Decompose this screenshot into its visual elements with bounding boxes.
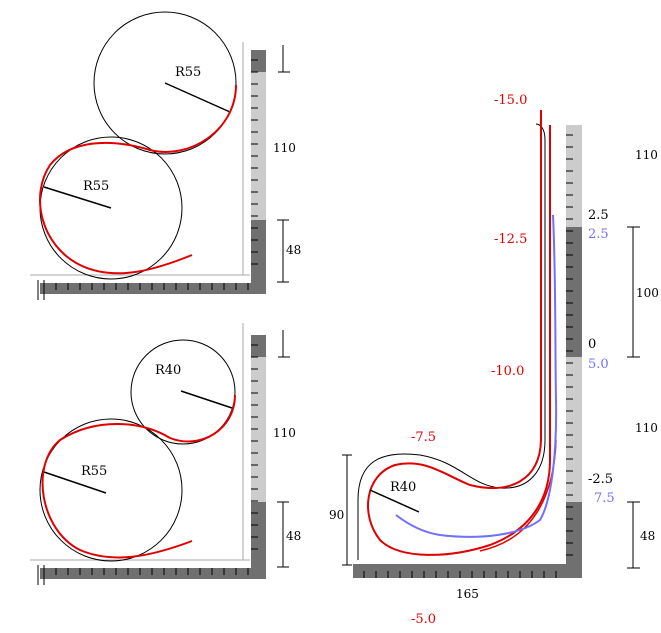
dimension-lines xyxy=(342,226,640,569)
dimension-lines xyxy=(277,330,290,568)
dimension-upper: 110 xyxy=(273,426,296,440)
ruler-dark xyxy=(566,227,582,357)
dimension-lower: 48 xyxy=(286,529,301,543)
radius-label: R40 xyxy=(390,480,416,495)
ruler-light xyxy=(566,357,582,502)
blue-value: 5.0 xyxy=(588,357,609,372)
dimension-upper: 110 xyxy=(273,141,296,155)
track-path xyxy=(39,84,237,275)
radius-line xyxy=(43,471,107,494)
ruler-ticks xyxy=(363,571,557,578)
circle-upper xyxy=(93,11,237,155)
measurement-path xyxy=(395,214,558,538)
black-value: -2.5 xyxy=(588,472,613,487)
dimension-lower: 48 xyxy=(286,243,301,257)
blue-value: 2.5 xyxy=(588,227,609,242)
radius-label-lower: R55 xyxy=(81,464,107,479)
panel-right: R40 90 165 2.5 0 -2.5 2.5 5.0 7.5 -15.0 … xyxy=(329,93,659,627)
ruler-ticks xyxy=(37,280,249,300)
radius-line xyxy=(180,390,233,409)
ruler-dark xyxy=(251,220,266,283)
ruler-dark xyxy=(251,335,266,357)
ruler-dark xyxy=(40,568,266,579)
red-value: -12.5 xyxy=(494,232,527,247)
ruler-light xyxy=(251,72,266,220)
radius-label-upper: R55 xyxy=(175,65,201,80)
red-value: -7.5 xyxy=(411,430,436,445)
red-value: -10.0 xyxy=(491,364,524,379)
track-path xyxy=(367,110,551,556)
black-value: 2.5 xyxy=(588,208,609,223)
panel-bottom-left: R40 R55 110 48 xyxy=(30,323,301,585)
ruler-ticks xyxy=(251,59,258,265)
radius-line xyxy=(43,186,112,209)
radius-line xyxy=(369,489,420,513)
circle-lower xyxy=(39,418,183,562)
ruler-ticks xyxy=(37,565,249,585)
ruler-dark xyxy=(566,502,582,578)
dimension-value: 100 xyxy=(636,286,659,300)
ruler-ticks xyxy=(566,134,573,556)
red-value: -5.0 xyxy=(411,612,436,627)
ruler-ticks xyxy=(251,344,258,550)
ruler-dark xyxy=(251,50,266,72)
width-dimension: 165 xyxy=(456,587,479,601)
radius-line xyxy=(164,82,231,113)
blue-value: 7.5 xyxy=(594,491,615,506)
outline-path xyxy=(357,123,546,560)
height-dimension: 90 xyxy=(329,508,344,522)
dimension-lines xyxy=(277,45,290,283)
ruler-dark xyxy=(40,283,266,294)
black-value: 0 xyxy=(588,337,596,352)
radius-label-upper: R40 xyxy=(155,363,181,378)
red-value: -15.0 xyxy=(494,93,527,108)
ruler-dark xyxy=(353,564,582,578)
ruler-dark xyxy=(251,502,266,568)
ruler-light xyxy=(566,125,582,227)
dimension-value: 48 xyxy=(640,529,655,543)
circle-upper xyxy=(130,339,236,445)
panel-top-left: R55 R55 110 48 xyxy=(30,11,301,300)
dimension-value: 110 xyxy=(635,148,658,162)
track-path xyxy=(41,394,236,559)
dimension-value: 110 xyxy=(635,421,658,435)
radius-label-lower: R55 xyxy=(83,179,109,194)
